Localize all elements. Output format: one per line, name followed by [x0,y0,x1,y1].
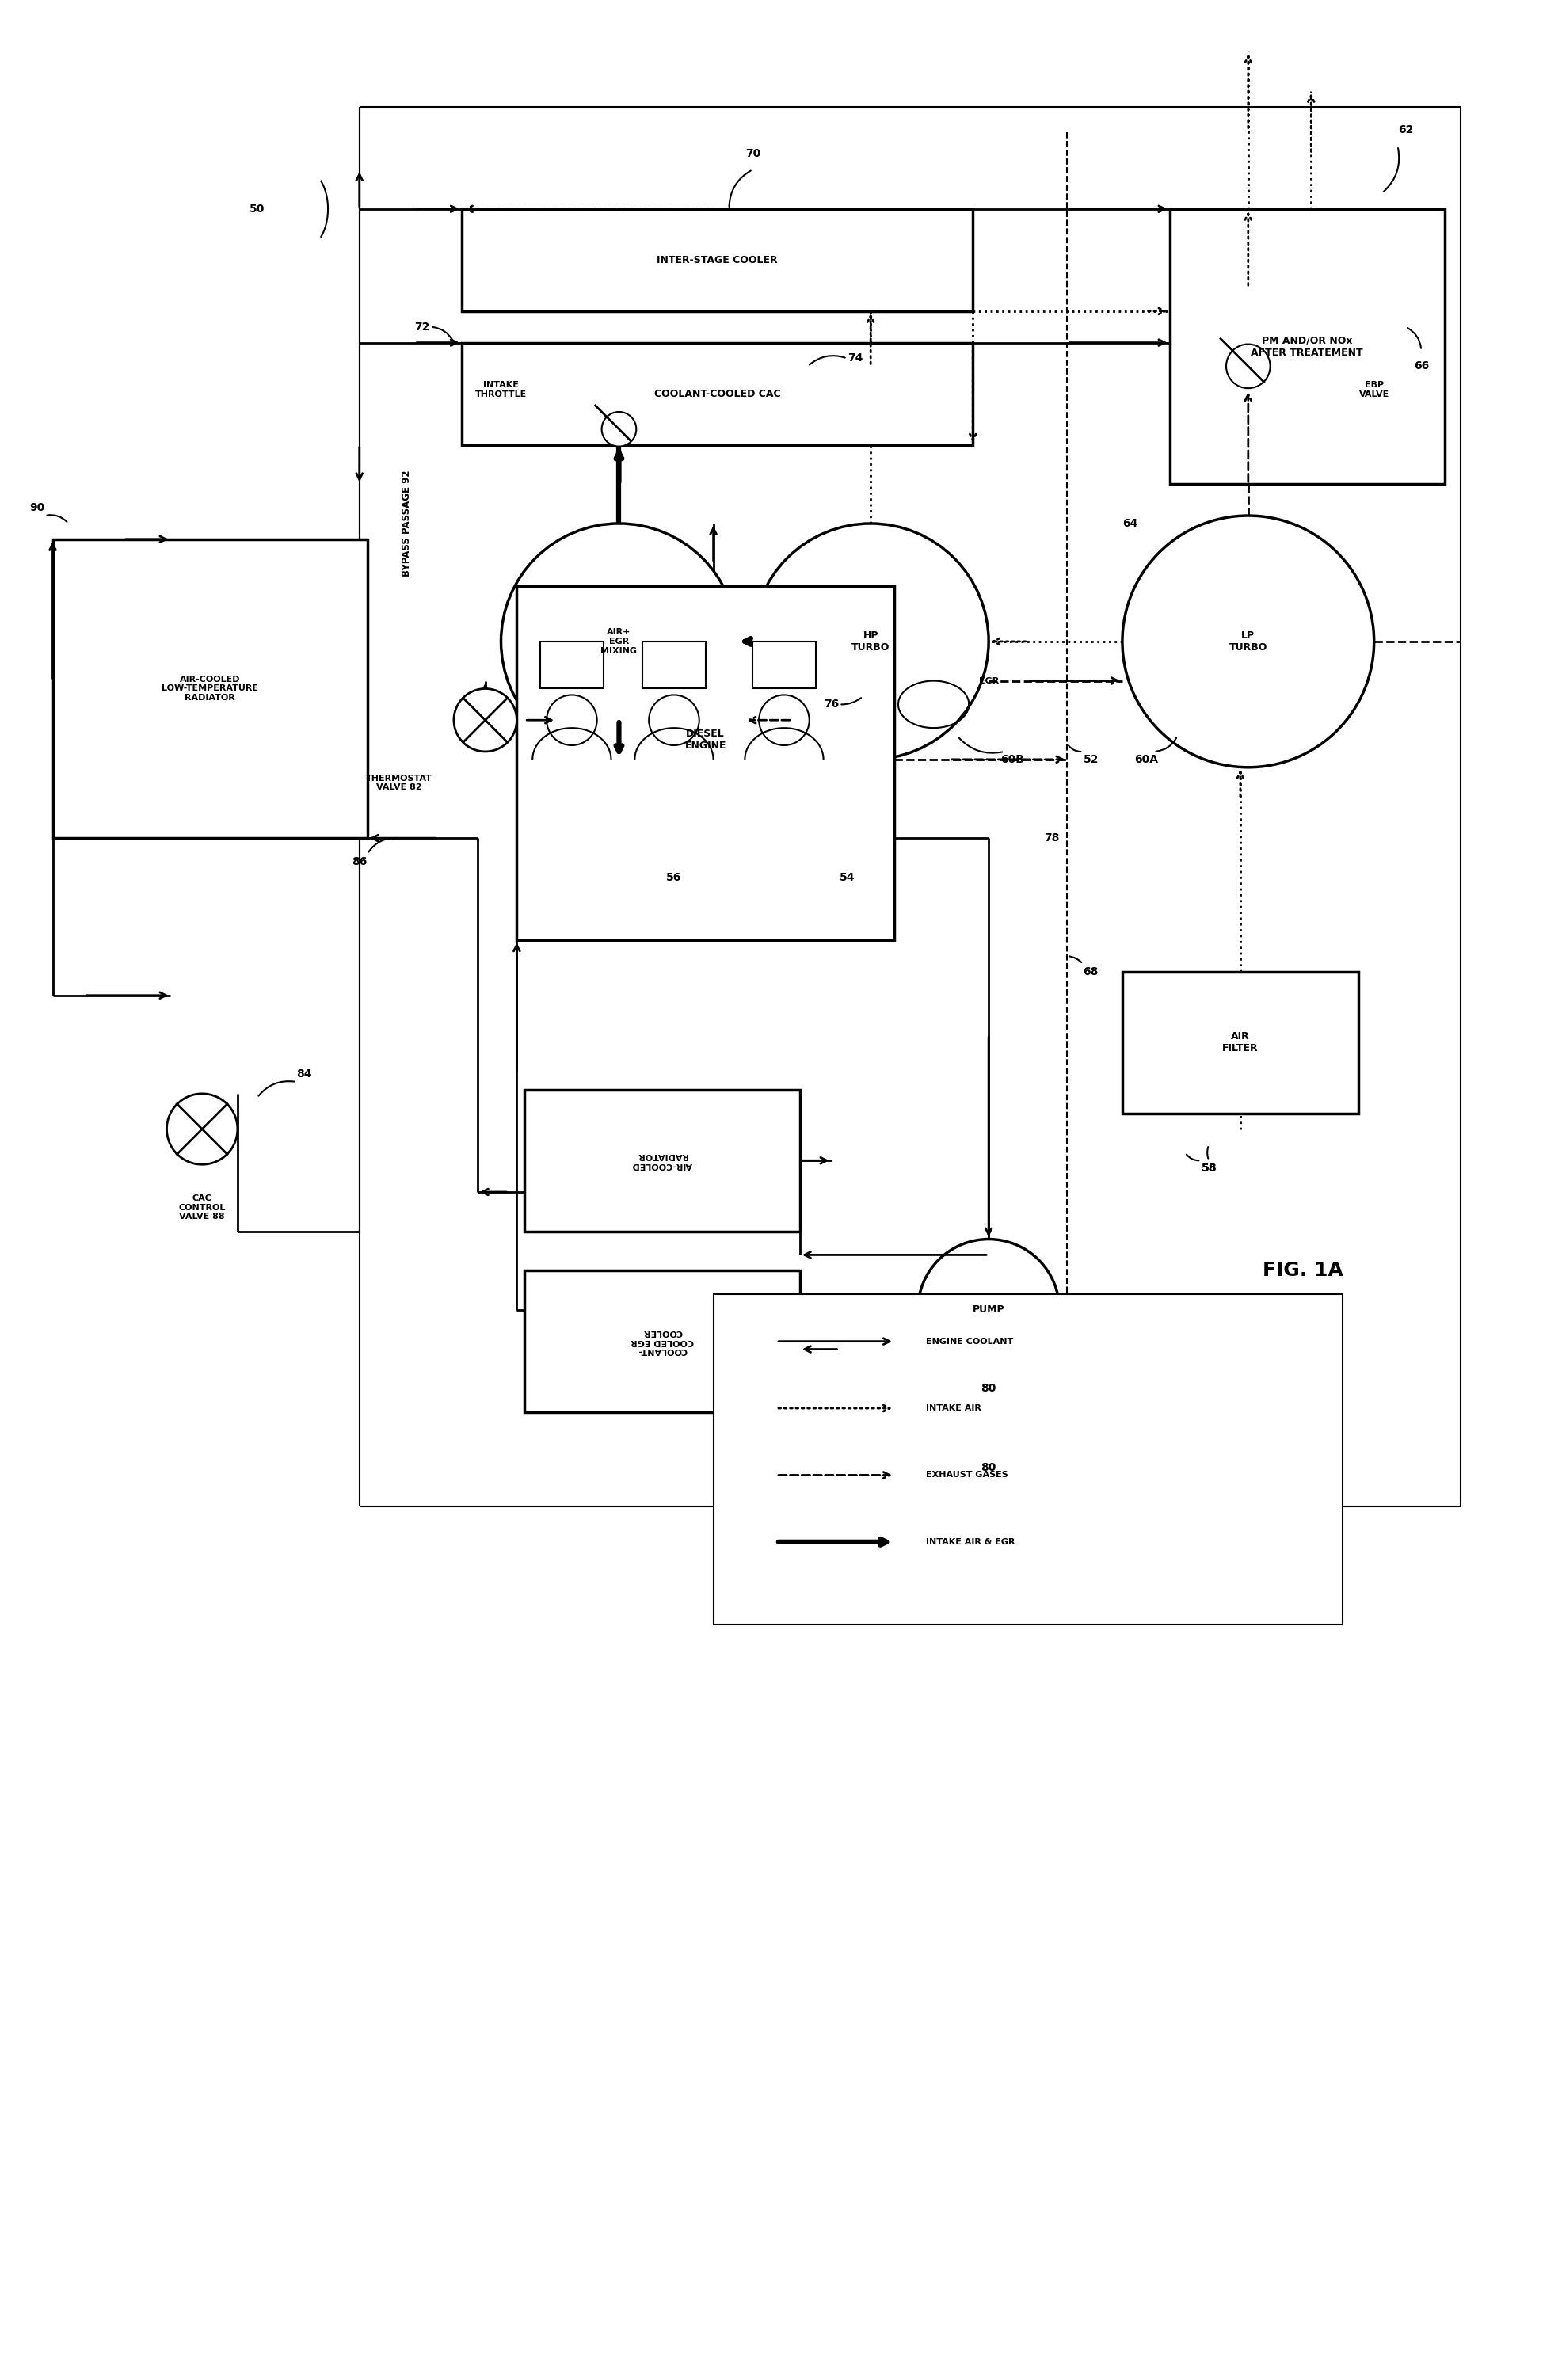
Text: INTAKE AIR: INTAKE AIR [926,1404,981,1411]
Text: 58: 58 [1201,1164,1217,1173]
Bar [714,1295,1343,1626]
Text: DIESEL
ENGINE: DIESEL ENGINE [684,728,726,750]
Text: 76: 76 [823,700,839,709]
Text: COOLANT-COOLED CAC: COOLANT-COOLED CAC [654,388,781,400]
Text: 68: 68 [1082,966,1098,978]
Text: 72: 72 [414,321,430,333]
Circle shape [167,1095,237,1164]
Ellipse shape [501,524,737,759]
Text: 58: 58 [1201,1164,1217,1173]
Text: EGR: EGR [979,676,998,685]
Bar [525,1090,800,1230]
Text: 78: 78 [1043,833,1059,843]
Text: AIR-COOLED
LOW-TEMPERATURE
RADIATOR: AIR-COOLED LOW-TEMPERATURE RADIATOR [162,676,258,702]
Text: 70: 70 [745,148,761,159]
Bar [540,643,603,688]
Circle shape [547,695,597,745]
Bar [462,343,973,445]
Bar [1123,971,1359,1114]
Bar [53,540,367,838]
Text: THERMOSTAT
VALVE 82: THERMOSTAT VALVE 82 [366,774,433,793]
Circle shape [759,695,809,745]
Text: 60B: 60B [1000,754,1025,764]
Circle shape [1226,345,1270,388]
Text: ENGINE COOLANT: ENGINE COOLANT [926,1338,1014,1345]
Text: 66: 66 [1414,362,1429,371]
Circle shape [601,412,636,447]
Text: BYPASS PASSAGE 92: BYPASS PASSAGE 92 [401,471,412,576]
Text: CAC
CONTROL
VALVE 88: CAC CONTROL VALVE 88 [178,1195,225,1221]
Text: AIR-COOLED
RADIATOR: AIR-COOLED RADIATOR [633,1152,692,1169]
Circle shape [918,1240,1059,1380]
Text: 80: 80 [981,1383,997,1395]
Circle shape [455,688,517,752]
Bar [462,209,973,312]
Text: HP
TURBO: HP TURBO [851,631,890,652]
Circle shape [648,695,700,745]
Bar [525,1271,800,1411]
Text: EXHAUST GASES: EXHAUST GASES [926,1471,1007,1478]
Text: COOLANT-
COOLED EGR
COOLER: COOLANT- COOLED EGR COOLER [631,1328,694,1354]
Text: INTAKE AIR & EGR: INTAKE AIR & EGR [926,1537,1015,1547]
Text: 80: 80 [981,1461,997,1473]
Text: PM AND/OR NOx
AFTER TREATEMENT: PM AND/OR NOx AFTER TREATEMENT [1251,336,1364,357]
Bar [753,643,815,688]
Text: 54: 54 [839,871,854,883]
Bar [642,643,706,688]
Ellipse shape [1123,516,1375,766]
Text: 60A: 60A [1134,754,1157,764]
Text: AIR+
EGR
MIXING: AIR+ EGR MIXING [601,628,637,655]
Text: 52: 52 [1082,754,1098,764]
Text: 62: 62 [1398,124,1414,136]
Text: 74: 74 [847,352,862,364]
Text: 86: 86 [351,857,367,866]
Text: INTER-STAGE COOLER: INTER-STAGE COOLER [658,255,778,264]
Text: 84: 84 [297,1069,312,1081]
Text: 90: 90 [30,502,45,514]
Text: FIG. 1A: FIG. 1A [1264,1261,1343,1280]
Bar [517,585,895,940]
Text: 50: 50 [250,202,266,214]
Bar [1170,209,1445,483]
Text: INTAKE
THROTTLE: INTAKE THROTTLE [475,381,526,397]
Text: PUMP: PUMP [973,1304,1004,1316]
Text: 64: 64 [1123,519,1137,528]
Text: EBP
VALVE: EBP VALVE [1359,381,1389,397]
Text: 56: 56 [667,871,681,883]
Ellipse shape [753,524,989,759]
Text: AIR
FILTER: AIR FILTER [1221,1031,1259,1054]
Text: LP
TURBO: LP TURBO [1229,631,1267,652]
